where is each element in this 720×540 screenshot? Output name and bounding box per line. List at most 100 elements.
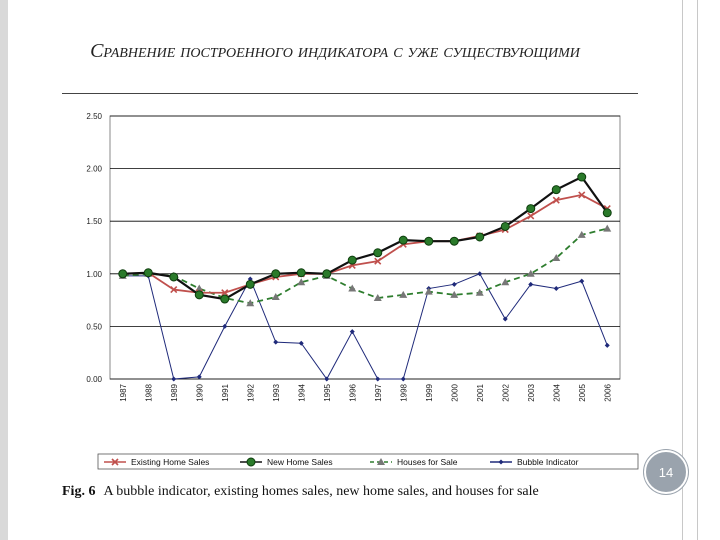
data-point <box>502 316 508 322</box>
grid-lines <box>110 115 620 380</box>
data-point <box>475 288 484 296</box>
data-point <box>170 286 178 294</box>
data-point <box>553 286 559 292</box>
data-point <box>527 212 535 220</box>
data-point <box>222 323 228 329</box>
x-tick-label: 1994 <box>297 383 306 401</box>
series-line <box>122 227 608 305</box>
x-tick-label: 1989 <box>170 383 179 401</box>
x-tick-label: 1998 <box>399 383 408 401</box>
data-point <box>551 185 561 195</box>
data-point <box>526 269 535 277</box>
data-point <box>500 221 510 231</box>
x-tick-label: 1996 <box>348 383 357 401</box>
series-layer <box>118 172 612 382</box>
data-point <box>194 290 204 300</box>
legend-label: Existing Home Sales <box>131 457 209 467</box>
data-point <box>528 281 534 287</box>
data-point <box>373 293 382 301</box>
y-tick-label: 2.00 <box>86 165 102 174</box>
plot-area <box>109 115 621 380</box>
x-tick-label: 1987 <box>119 383 128 401</box>
caption-label: Fig. 6 <box>62 484 96 499</box>
data-point <box>348 284 357 292</box>
data-point <box>424 236 434 246</box>
data-point <box>501 278 510 286</box>
y-axis-ticks: 0.00 0.50 1.00 1.50 2.00 2.50 <box>86 112 102 384</box>
data-point <box>477 271 483 277</box>
y-tick-label: 1.00 <box>86 270 102 279</box>
data-point <box>602 208 612 218</box>
data-point <box>111 458 119 466</box>
data-point <box>169 272 179 282</box>
data-point <box>498 459 504 465</box>
series-group <box>120 271 610 382</box>
data-point <box>246 457 256 467</box>
legend-box <box>97 453 639 470</box>
caption-text: A bubble indicator, existing homes sales… <box>103 484 539 499</box>
slide-left-border <box>0 0 8 540</box>
data-point <box>577 172 587 182</box>
data-point <box>578 191 586 199</box>
figure-caption: Fig. 6 A bubble indicator, existing homes… <box>62 484 539 500</box>
x-tick-label: 2004 <box>552 383 561 401</box>
x-tick-label: 1990 <box>195 383 204 401</box>
data-point <box>577 230 586 238</box>
x-tick-label: 2001 <box>476 383 485 401</box>
legend-label: Bubble Indicator <box>517 457 579 467</box>
data-point <box>604 342 610 348</box>
slide-title: Сравнение построенного индикатора с уже … <box>90 40 580 62</box>
data-point <box>271 292 280 300</box>
data-point <box>373 248 383 258</box>
page-number: 14 <box>658 464 674 480</box>
x-tick-label: 1995 <box>323 383 332 401</box>
data-point <box>399 290 408 298</box>
x-axis-ticks: 1987 1988 1989 1990 1991 1992 1993 1994 1995 1996… <box>119 383 613 401</box>
data-point <box>322 269 332 279</box>
x-tick-label: 1997 <box>374 383 383 401</box>
data-point <box>449 236 459 246</box>
data-point <box>221 289 229 297</box>
x-tick-label: 1992 <box>246 383 255 401</box>
data-point <box>400 376 406 382</box>
data-point <box>118 269 128 279</box>
x-tick-label: 1999 <box>425 383 434 401</box>
data-point <box>347 255 357 265</box>
data-point <box>246 299 255 307</box>
data-point <box>297 278 306 286</box>
data-point <box>171 376 177 382</box>
series-line <box>122 273 608 380</box>
line-chart: 0.00 0.50 1.00 1.50 2.00 2.50 1987 1988 1989 199… <box>86 112 639 470</box>
data-point <box>552 254 561 262</box>
title-divider <box>62 93 638 94</box>
data-point <box>450 290 459 298</box>
data-point <box>349 329 355 335</box>
data-point <box>273 339 279 345</box>
y-tick-label: 1.50 <box>86 217 102 226</box>
data-point <box>271 269 281 279</box>
legend-label: New Home Sales <box>267 457 333 467</box>
legend: Existing Home Sales New Home Sales Houses … <box>97 453 639 470</box>
y-tick-label: 0.00 <box>86 375 102 384</box>
data-point <box>398 235 408 245</box>
y-tick-label: 2.50 <box>86 112 102 121</box>
data-point <box>526 204 536 214</box>
data-point <box>298 340 304 346</box>
data-point <box>475 232 485 242</box>
x-tick-label: 2002 <box>501 383 510 401</box>
data-point <box>296 268 306 278</box>
legend-label: Houses for Sale <box>397 457 458 467</box>
data-point <box>196 374 202 380</box>
data-point <box>375 376 381 382</box>
data-point <box>579 278 585 284</box>
data-point <box>374 257 382 265</box>
data-point <box>377 458 385 465</box>
x-tick-label: 2005 <box>578 383 587 401</box>
data-point <box>143 268 153 278</box>
y-tick-label: 0.50 <box>86 322 102 331</box>
data-point <box>245 279 255 289</box>
slide-right-frame <box>682 0 698 540</box>
x-tick-label: 2006 <box>603 383 612 401</box>
data-point <box>552 196 560 204</box>
x-tick-label: 1988 <box>144 383 153 401</box>
